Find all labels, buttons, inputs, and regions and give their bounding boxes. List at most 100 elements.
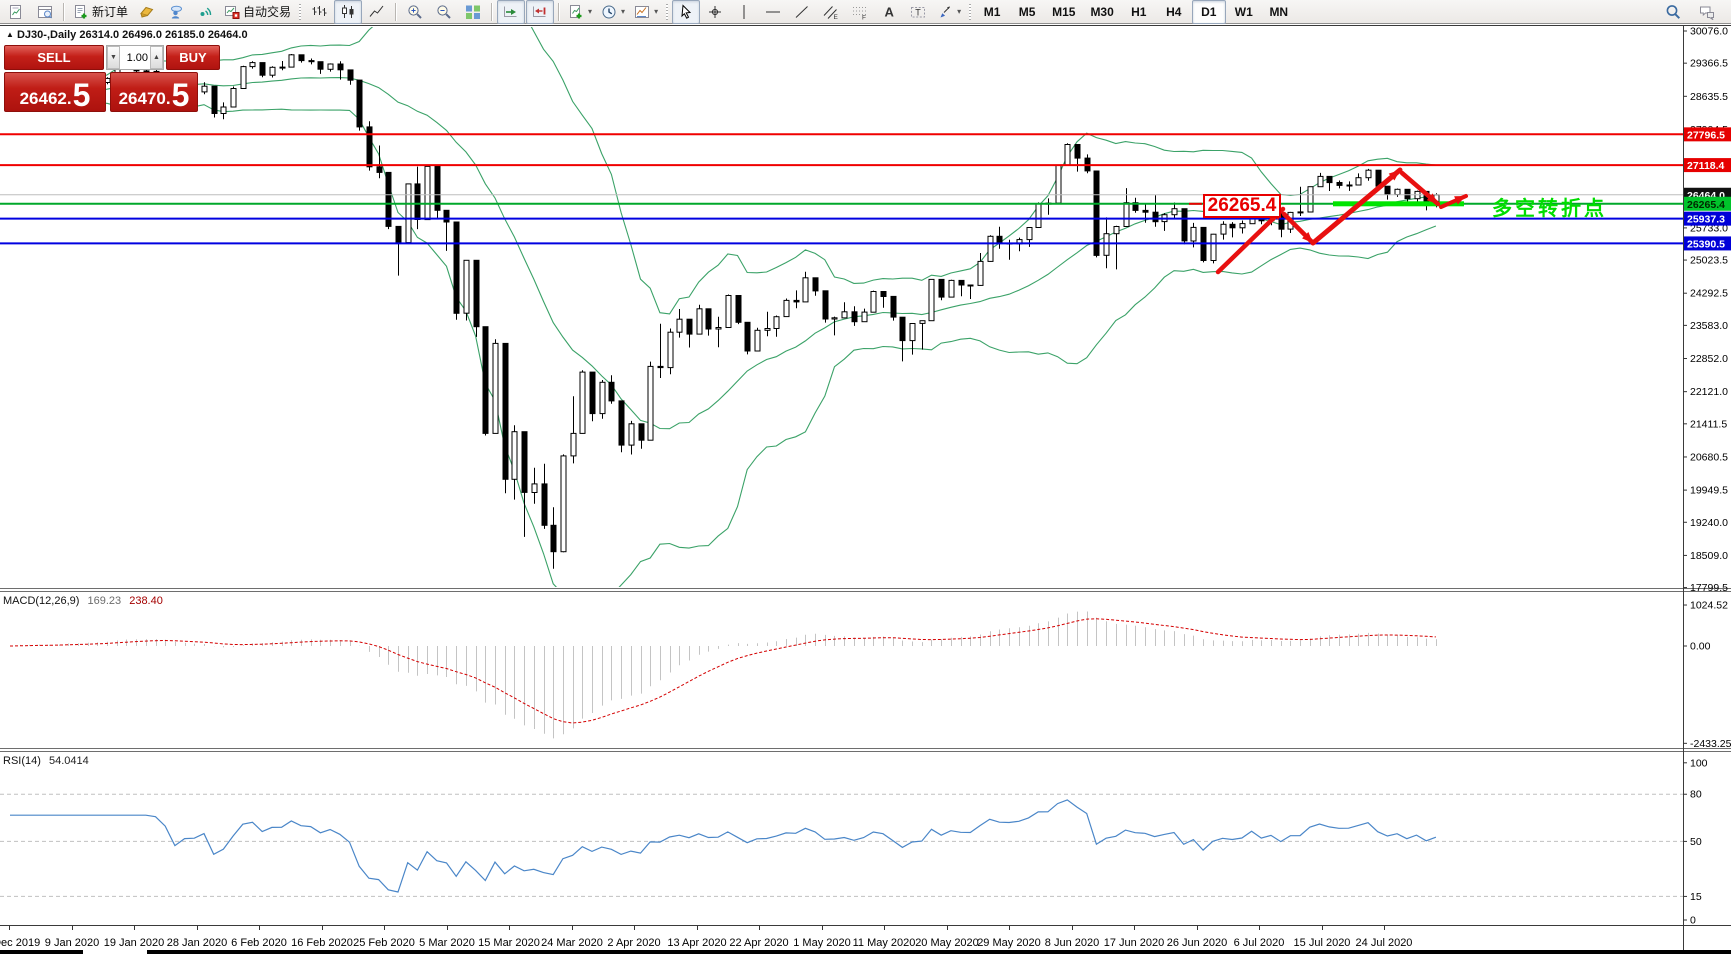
sell-price-box[interactable]: 26462. 5 <box>4 72 106 112</box>
templates-button[interactable]: ▾ <box>630 0 662 24</box>
horizontal-line-button[interactable] <box>759 0 787 24</box>
timeframe-h4[interactable]: H4 <box>1157 0 1191 24</box>
macd-panel <box>9 611 1437 739</box>
text-icon: A <box>885 4 895 19</box>
candle <box>715 327 722 330</box>
volume-input[interactable]: 1.00 <box>126 51 148 64</box>
candle <box>1074 144 1081 159</box>
candle <box>337 63 344 71</box>
candle <box>1123 202 1130 227</box>
timeframe-mn[interactable]: MN <box>1262 0 1296 24</box>
candle <box>958 279 965 286</box>
arrows-button[interactable]: ▾ <box>933 0 965 24</box>
cursor-button[interactable] <box>672 0 701 24</box>
new-chart-icon <box>10 4 21 19</box>
toolbar-grip <box>298 3 303 20</box>
profiles-button[interactable] <box>31 0 59 24</box>
timeframe-m1[interactable]: M1 <box>975 0 1009 24</box>
timeframe-m15-label: M15 <box>1052 4 1076 19</box>
rsi-indicator-label: RSI(14) 54.0414 <box>3 755 89 767</box>
equidistant-channel-button[interactable]: E <box>817 0 845 24</box>
zoom-out-icon <box>437 4 451 19</box>
chat-button[interactable] <box>1693 0 1721 24</box>
timeframe-m15[interactable]: M15 <box>1045 0 1082 24</box>
trendline-button[interactable] <box>788 0 816 24</box>
auto-scroll-icon <box>504 6 517 17</box>
candle <box>424 165 431 221</box>
tile-icon <box>466 5 481 19</box>
periods-button[interactable]: ▾ <box>597 0 629 24</box>
candlestick-chart-button[interactable] <box>334 0 363 24</box>
date-label: 9 Jan 2020 <box>45 937 99 949</box>
date-label: 19 Jan 2020 <box>104 937 165 949</box>
zoom-in-icon <box>408 4 422 19</box>
toolbar-grip <box>968 3 973 20</box>
buy-button[interactable]: BUY <box>166 45 220 70</box>
tile-windows-button[interactable] <box>459 0 487 24</box>
candle <box>608 381 615 402</box>
candle <box>890 295 897 318</box>
auto-scroll-button[interactable] <box>497 0 526 24</box>
candle <box>1103 233 1110 256</box>
sell-button[interactable]: SELL <box>4 45 104 70</box>
date-label: 25 Feb 2020 <box>353 937 415 949</box>
date-label: 26 Jun 2020 <box>1167 937 1228 949</box>
toolbar-separator <box>395 2 398 21</box>
chart-shift-button[interactable] <box>526 0 555 24</box>
autotrading-icon <box>225 5 240 19</box>
candle <box>647 365 654 441</box>
timeframe-w1[interactable]: W1 <box>1227 0 1261 24</box>
candle <box>414 183 421 220</box>
price-tick-label: 21411.5 <box>1690 418 1727 430</box>
candle <box>1093 170 1100 256</box>
support-highlight-bar[interactable] <box>1333 201 1464 207</box>
line-icon <box>369 5 384 17</box>
profiles-icon <box>38 5 52 18</box>
date-label: 13 Apr 2020 <box>667 937 726 949</box>
timeframe-m30[interactable]: M30 <box>1083 0 1120 24</box>
signals-button[interactable] <box>191 0 219 24</box>
turning-point-annotation[interactable]: 多空转折点 <box>1492 198 1607 220</box>
timeframe-h1[interactable]: H1 <box>1122 0 1156 24</box>
price-tick-label: 24292.5 <box>1690 288 1728 300</box>
toolbar-separator <box>491 2 494 21</box>
candle <box>861 311 868 323</box>
autotrading-button[interactable]: 自动交易 <box>220 0 295 24</box>
price-tick-label: 25023.5 <box>1690 255 1728 267</box>
candle <box>1326 175 1333 184</box>
volume-decrease-button[interactable]: ▼ <box>107 46 120 69</box>
search-button[interactable] <box>1659 0 1687 24</box>
buy-price-main: 26470. <box>118 89 171 108</box>
new-order-button[interactable]: 新订单 <box>69 0 132 24</box>
price-tick-label: 22121.0 <box>1690 386 1728 398</box>
crosshair-button[interactable] <box>701 0 729 24</box>
price-tick-label: 22852.0 <box>1690 353 1728 365</box>
metaeditor-button[interactable] <box>133 0 161 24</box>
chevron-down-icon: ▾ <box>957 7 962 16</box>
text-button[interactable]: A <box>875 0 903 24</box>
date-label: 29 May 2020 <box>977 937 1041 949</box>
line-chart-button[interactable] <box>363 0 391 24</box>
timeframe-m5[interactable]: M5 <box>1010 0 1044 24</box>
candle <box>589 371 596 415</box>
vertical-line-button[interactable] <box>730 0 758 24</box>
zoom-out-button[interactable] <box>430 0 458 24</box>
price-level-badge <box>1684 158 1731 173</box>
buy-price-box[interactable]: 26470. 5 <box>110 72 198 112</box>
new-chart-button[interactable] <box>2 0 30 24</box>
price-callout-label[interactable]: 26265.4 <box>1203 194 1281 218</box>
candle <box>977 260 984 286</box>
bollinger-band-lo <box>9 100 1437 587</box>
price-tick-label: 23583.0 <box>1690 320 1728 332</box>
timeframe-d1[interactable]: D1 <box>1191 0 1226 24</box>
volume-increase-button[interactable]: ▲ <box>150 46 163 69</box>
zoom-in-button[interactable] <box>401 0 429 24</box>
trend-zigzag-annotation[interactable] <box>1215 167 1468 275</box>
text-label-button[interactable]: T <box>904 0 932 24</box>
virtual-hosting-button[interactable] <box>162 0 190 24</box>
candle <box>928 278 935 322</box>
fibonacci-button[interactable]: F <box>846 0 874 24</box>
indicators-button[interactable]: ▾ <box>564 0 596 24</box>
bar-chart-button[interactable] <box>305 0 333 24</box>
